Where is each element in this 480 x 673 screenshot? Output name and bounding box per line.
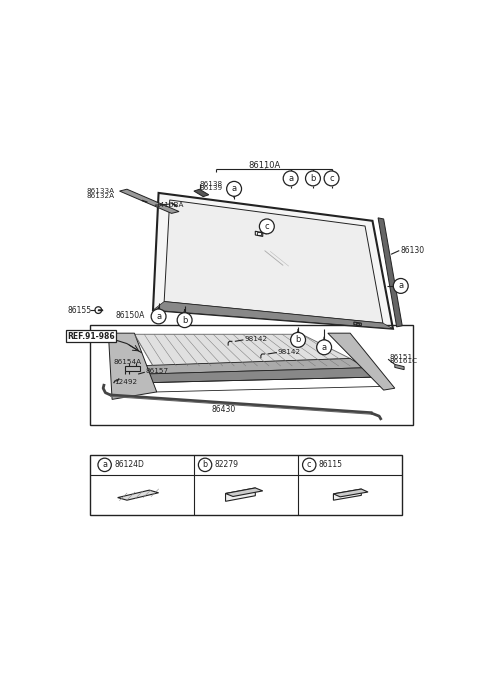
Polygon shape bbox=[153, 302, 393, 328]
Text: 98142: 98142 bbox=[277, 349, 301, 355]
Circle shape bbox=[317, 340, 332, 355]
Polygon shape bbox=[153, 193, 393, 328]
Text: b: b bbox=[295, 335, 301, 345]
Text: 86115: 86115 bbox=[319, 460, 343, 469]
Circle shape bbox=[324, 171, 339, 186]
Text: a: a bbox=[288, 174, 293, 183]
Text: 86132A: 86132A bbox=[86, 192, 114, 199]
Polygon shape bbox=[142, 367, 376, 383]
Text: 86110A: 86110A bbox=[249, 162, 281, 170]
Polygon shape bbox=[395, 364, 404, 369]
Text: 86161C: 86161C bbox=[389, 359, 417, 365]
Text: 1416BA: 1416BA bbox=[155, 202, 183, 208]
Circle shape bbox=[291, 332, 306, 347]
Circle shape bbox=[306, 171, 321, 186]
Bar bbox=[90, 455, 402, 515]
Circle shape bbox=[259, 219, 274, 234]
Circle shape bbox=[227, 182, 241, 197]
Circle shape bbox=[302, 458, 316, 472]
Circle shape bbox=[177, 313, 192, 328]
Text: 86133A: 86133A bbox=[86, 188, 114, 194]
Circle shape bbox=[198, 458, 212, 472]
Bar bbox=[90, 325, 413, 425]
Polygon shape bbox=[378, 218, 402, 327]
Text: 86138: 86138 bbox=[200, 180, 223, 186]
Bar bbox=[356, 323, 360, 325]
Text: b: b bbox=[182, 316, 187, 324]
Text: 86130: 86130 bbox=[400, 246, 424, 255]
Polygon shape bbox=[334, 489, 361, 500]
Circle shape bbox=[393, 279, 408, 293]
Text: 86157: 86157 bbox=[145, 369, 168, 374]
Text: a: a bbox=[231, 184, 237, 193]
Text: c: c bbox=[264, 222, 269, 231]
Text: c: c bbox=[307, 460, 312, 469]
Text: 12492: 12492 bbox=[114, 378, 137, 384]
Polygon shape bbox=[226, 488, 263, 497]
Polygon shape bbox=[134, 359, 365, 374]
Circle shape bbox=[283, 171, 298, 186]
Polygon shape bbox=[120, 189, 179, 213]
Polygon shape bbox=[108, 333, 156, 399]
Polygon shape bbox=[134, 334, 350, 366]
Text: b: b bbox=[203, 460, 208, 469]
Text: a: a bbox=[156, 312, 161, 321]
Text: c: c bbox=[329, 174, 334, 183]
Text: 86154A: 86154A bbox=[114, 359, 142, 365]
Text: b: b bbox=[310, 174, 316, 183]
Bar bbox=[257, 232, 261, 236]
Polygon shape bbox=[194, 189, 209, 197]
Text: 86124D: 86124D bbox=[114, 460, 144, 469]
Text: a: a bbox=[398, 281, 403, 291]
Polygon shape bbox=[164, 200, 383, 323]
Polygon shape bbox=[334, 489, 368, 497]
Text: 86139: 86139 bbox=[200, 185, 223, 191]
Circle shape bbox=[98, 458, 111, 472]
Polygon shape bbox=[118, 490, 158, 500]
Text: 98142: 98142 bbox=[244, 336, 267, 342]
Text: 86430: 86430 bbox=[212, 405, 236, 415]
Text: a: a bbox=[102, 460, 107, 469]
Text: 86155: 86155 bbox=[67, 306, 92, 314]
Text: a: a bbox=[322, 343, 327, 352]
Circle shape bbox=[151, 309, 166, 324]
Polygon shape bbox=[328, 333, 395, 390]
Text: 86150A: 86150A bbox=[116, 311, 145, 320]
Text: REF.91-986: REF.91-986 bbox=[67, 332, 115, 341]
Polygon shape bbox=[226, 488, 255, 501]
Text: 82279: 82279 bbox=[215, 460, 239, 469]
Text: 86151: 86151 bbox=[389, 353, 412, 359]
